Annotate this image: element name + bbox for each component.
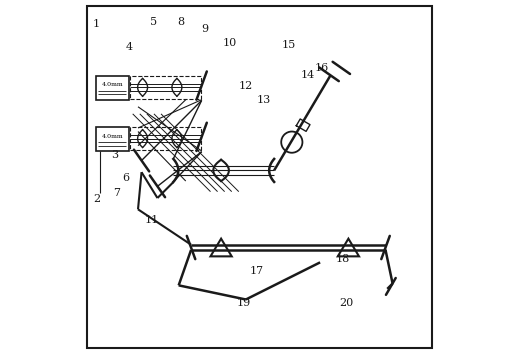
Text: 20: 20 <box>340 298 354 308</box>
Text: 4.0mm: 4.0mm <box>101 133 123 138</box>
Text: 14: 14 <box>301 70 315 80</box>
Text: 4: 4 <box>126 42 133 52</box>
Text: 19: 19 <box>237 298 251 308</box>
Bar <box>130 76 201 99</box>
Text: 6: 6 <box>122 173 129 182</box>
Text: 5: 5 <box>150 17 158 27</box>
Text: 13: 13 <box>256 95 271 105</box>
Text: 16: 16 <box>315 63 329 73</box>
Text: 2: 2 <box>93 194 100 204</box>
Bar <box>130 127 201 150</box>
Bar <box>96 76 129 100</box>
Bar <box>96 127 129 151</box>
Text: 3: 3 <box>111 149 119 159</box>
Text: 8: 8 <box>177 17 184 27</box>
Text: 9: 9 <box>202 24 209 34</box>
Text: 11: 11 <box>145 215 159 225</box>
Text: 17: 17 <box>250 266 264 276</box>
Text: 1: 1 <box>93 19 100 29</box>
Text: 4.0mm: 4.0mm <box>101 82 123 87</box>
Text: 12: 12 <box>239 81 253 91</box>
Text: 10: 10 <box>223 38 237 48</box>
Text: 7: 7 <box>113 189 120 198</box>
Text: 18: 18 <box>336 254 350 264</box>
Text: 15: 15 <box>281 40 295 50</box>
